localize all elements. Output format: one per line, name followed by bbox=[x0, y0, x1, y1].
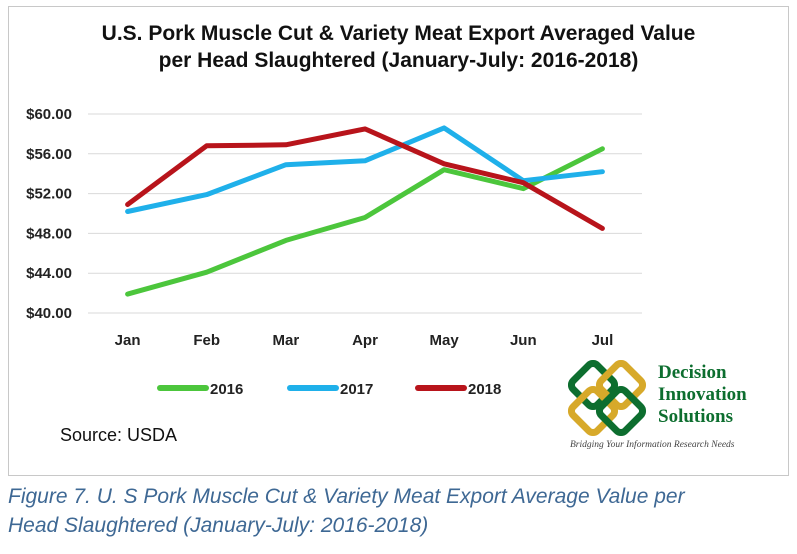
logo-name-line1: Decision bbox=[658, 362, 727, 383]
x-tick-label: Jul bbox=[592, 332, 614, 349]
y-axis-ticks: $40.00 $44.00 $48.00 $52.00 $56.00 $60.00 bbox=[26, 106, 72, 322]
series-lines bbox=[125, 125, 605, 297]
y-tick-label: $44.00 bbox=[26, 265, 72, 282]
x-tick-label: Feb bbox=[193, 332, 220, 349]
x-axis-ticks: Jan Feb Mar Apr May Jun Jul bbox=[115, 332, 614, 349]
logo-name-line3: Solutions bbox=[658, 406, 733, 427]
chart-title-line1: U.S. Pork Muscle Cut & Variety Meat Expo… bbox=[101, 22, 696, 45]
logo-wordmark: Decision Innovation Solutions bbox=[658, 362, 747, 428]
y-tick-label: $52.00 bbox=[26, 186, 72, 203]
series-line-2016 bbox=[125, 146, 605, 297]
x-tick-label: Jun bbox=[510, 332, 537, 349]
celtic-knot-logo-icon bbox=[568, 360, 647, 437]
x-tick-label: Apr bbox=[352, 332, 378, 349]
source-note: Source: USDA bbox=[60, 425, 178, 445]
company-logo: Decision Innovation Solutions Bridging Y… bbox=[566, 358, 781, 458]
chart-title: U.S. Pork Muscle Cut & Variety Meat Expo… bbox=[0, 20, 797, 74]
figure-caption-line2: Head Slaughtered (January-July: 2016-201… bbox=[8, 514, 429, 537]
logo-tagline: Bridging Your Information Research Needs bbox=[570, 440, 735, 450]
series-line-2018 bbox=[125, 126, 605, 231]
y-tick-label: $48.00 bbox=[26, 225, 72, 242]
y-tick-label: $56.00 bbox=[26, 146, 72, 163]
chart-title-line2: per Head Slaughtered (January-July: 2016… bbox=[158, 49, 639, 72]
legend-label-2018: 2018 bbox=[468, 381, 501, 398]
figure-caption: Figure 7. U. S Pork Muscle Cut & Variety… bbox=[8, 482, 788, 540]
x-tick-label: May bbox=[430, 332, 460, 349]
x-tick-label: Jan bbox=[115, 332, 141, 349]
gridlines bbox=[88, 113, 642, 314]
series-line-2017 bbox=[125, 125, 605, 214]
legend-label-2016: 2016 bbox=[210, 381, 243, 398]
chart-frame bbox=[8, 6, 789, 476]
figure-caption-line1: Figure 7. U. S Pork Muscle Cut & Variety… bbox=[8, 485, 685, 508]
legend: 2016 2017 2018 bbox=[157, 381, 501, 398]
y-tick-label: $40.00 bbox=[26, 305, 72, 322]
x-tick-label: Mar bbox=[273, 332, 300, 349]
y-tick-label: $60.00 bbox=[26, 106, 72, 123]
logo-name-line2: Innovation bbox=[658, 384, 747, 405]
legend-label-2017: 2017 bbox=[340, 381, 373, 398]
